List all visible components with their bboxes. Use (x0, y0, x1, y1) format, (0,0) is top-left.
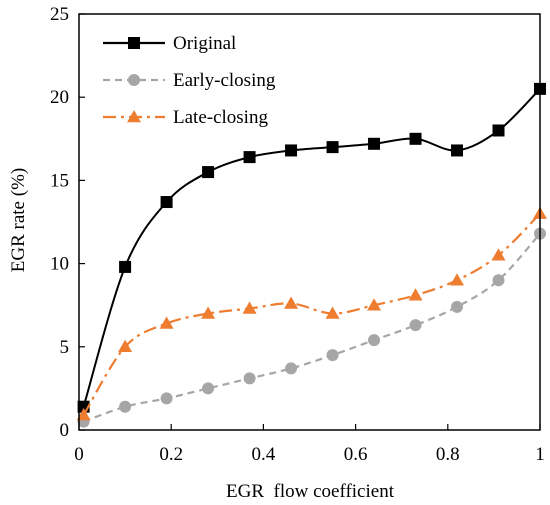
legend-marker-0 (128, 37, 140, 49)
series-2-point-9 (450, 273, 465, 286)
series-1-point-7 (368, 334, 381, 347)
legend-marker-1 (128, 74, 140, 86)
series-1 (77, 227, 546, 428)
y-axis-title: EGR rate (%) (8, 168, 29, 272)
series-2-point-7 (367, 298, 382, 311)
series-2 (76, 206, 547, 421)
series-0-point-8 (409, 132, 422, 145)
series-0-point-5 (285, 144, 298, 157)
series-2-point-6 (325, 306, 340, 319)
axes: 0 5 10 15 20 25 0 0.2 0.4 0.6 0.8 1 (50, 4, 545, 465)
series-2-point-10 (491, 248, 506, 261)
series-2-point-3 (201, 306, 216, 319)
series-2-point-0 (76, 408, 91, 421)
x-tick-label-3: 0.6 (344, 444, 368, 465)
y-tick-label-1: 5 (60, 337, 70, 358)
series-0-point-2 (160, 196, 173, 209)
series-0-point-1 (119, 260, 132, 273)
legend: Original Early-closing Late-closing (103, 33, 276, 128)
series-0-point-4 (243, 151, 256, 164)
x-tick-label-2: 0.4 (252, 444, 276, 465)
series-1-point-4 (243, 372, 256, 385)
series-1-point-1 (119, 400, 132, 413)
series-0 (77, 82, 546, 413)
y-tick-label-3: 15 (50, 170, 69, 191)
series-2-point-1 (118, 339, 133, 353)
series-1-point-5 (285, 362, 298, 375)
x-tick-label-0: 0 (74, 444, 84, 465)
series-2-point-4 (242, 301, 257, 314)
x-tick-label-4: 0.8 (436, 444, 460, 465)
series-1-point-8 (409, 319, 422, 332)
x-tick-label-1: 0.2 (159, 444, 183, 465)
series-2-point-2 (159, 316, 174, 329)
series-1-point-10 (492, 274, 505, 287)
x-axis-title: EGR flow coefficient (226, 481, 395, 502)
series-1-point-6 (326, 349, 339, 362)
series-line-2 (82, 212, 541, 416)
series-line-0 (82, 88, 541, 407)
y-tick-label-5: 25 (50, 4, 69, 25)
series-2-point-5 (284, 296, 299, 309)
series-1-point-3 (202, 382, 215, 395)
series-1-point-9 (451, 300, 464, 313)
series-0-point-3 (202, 166, 215, 179)
plot-area (76, 82, 547, 428)
series-2-point-8 (408, 288, 423, 301)
series-1-point-2 (160, 392, 173, 405)
y-tick-label-4: 20 (50, 87, 69, 108)
legend-label-1: Early-closing (173, 70, 276, 91)
legend-label-0: Original (173, 33, 236, 54)
series-line-1 (83, 232, 541, 423)
series-0-point-9 (451, 144, 464, 157)
legend-label-2: Late-closing (173, 107, 268, 128)
plot-frame (78, 13, 541, 431)
x-tick-label-5: 1 (535, 444, 545, 465)
series-0-point-6 (326, 141, 339, 154)
series-0-point-7 (368, 137, 381, 150)
legend-marker-2 (127, 110, 141, 123)
series-0-point-10 (492, 124, 505, 137)
y-tick-label-2: 10 (50, 254, 69, 275)
y-tick-label-0: 0 (60, 420, 70, 441)
